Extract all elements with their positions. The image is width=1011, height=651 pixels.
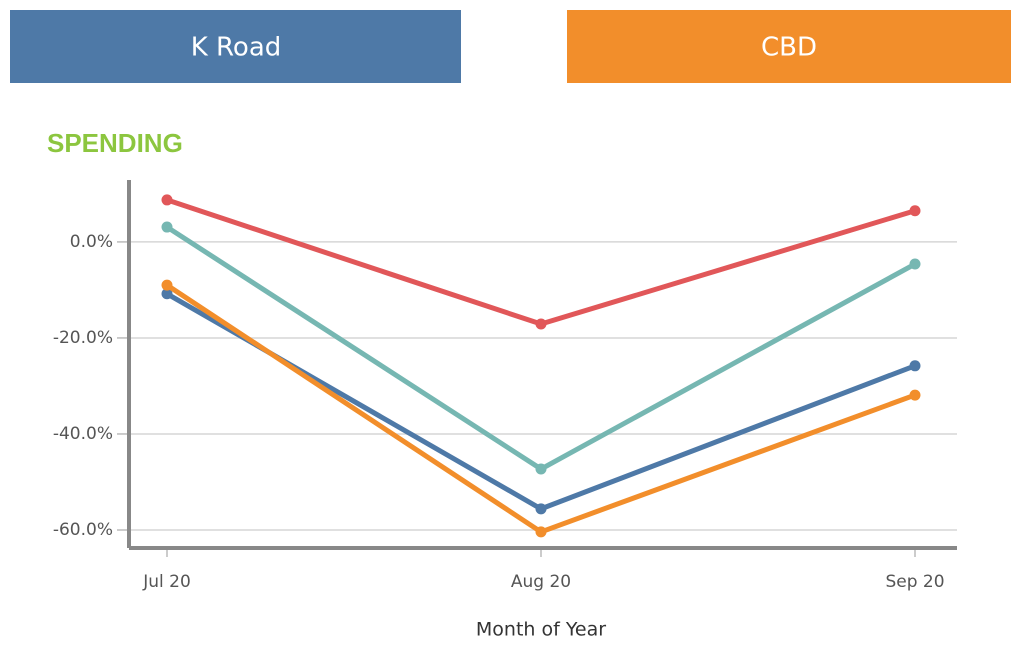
point xyxy=(535,463,547,475)
y-tick-label: 0.0% xyxy=(70,232,113,252)
point xyxy=(161,194,173,206)
chart-title: SPENDING xyxy=(47,128,183,158)
k-road-button[interactable] xyxy=(10,10,461,83)
y-tick-label: -60.0% xyxy=(53,520,113,540)
x-tick-label: Sep 20 xyxy=(885,572,944,592)
x-axis-label: Month of Year xyxy=(476,619,606,641)
point xyxy=(909,258,921,270)
cbd-button[interactable] xyxy=(567,10,1011,83)
button-label[interactable]: K Road xyxy=(191,33,282,63)
point xyxy=(535,318,547,330)
point xyxy=(909,360,921,372)
y-tick-label: -40.0% xyxy=(53,424,113,444)
x-tick-label: Jul 20 xyxy=(142,572,191,592)
point xyxy=(535,503,547,515)
point xyxy=(161,221,173,233)
series-line xyxy=(166,197,916,327)
point xyxy=(909,389,921,401)
x-tick-label: Aug 20 xyxy=(511,572,571,592)
button-label[interactable]: CBD xyxy=(761,33,817,63)
point xyxy=(161,288,173,300)
point xyxy=(161,279,173,291)
series-line xyxy=(165,224,917,472)
point xyxy=(535,526,547,538)
y-tick-label: -20.0% xyxy=(53,328,113,348)
point xyxy=(909,205,921,217)
